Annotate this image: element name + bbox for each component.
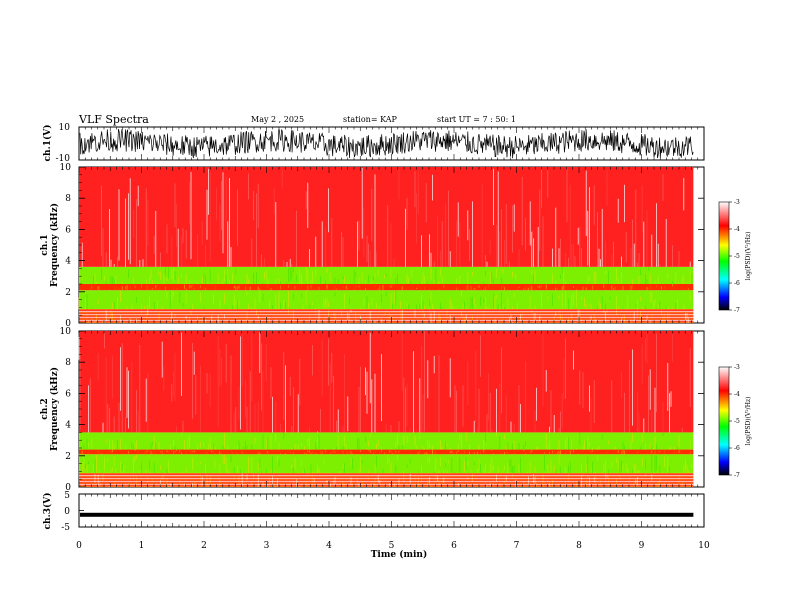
ch1-spec-band-1 [79,290,694,309]
start-time-label: start UT = 7 : 50: 1 [437,115,516,124]
ch3-waveform-trace [79,493,694,528]
cb2ticks-label-0: -3 [734,364,740,371]
ch2-spec-band-2-texture [88,449,685,455]
ch2-spec-band-4-texture [89,331,691,433]
ch1-spec-band-3-texture [93,266,693,284]
ch2-spectrogram-ylabel-freq: Frequency (kHz) [49,367,60,451]
ch3-ytick-top: 5 [64,491,70,501]
ch1-spec-ytick-label-1: 2 [65,288,71,298]
ch1-spec-band-4-texture [101,167,689,267]
ch2-spec-ytick-label-0: 0 [65,483,71,493]
ch1-spectrogram-panel: 0 2 4 6 8 10 ch.1 Frequency (kHz) [40,163,705,329]
ch1-waveform-trace [79,128,694,159]
ch1-spectrogram-ylabel-ch: ch.1 [40,234,50,255]
ch1-spectrogram-image [78,167,694,323]
ch1-spec-ytick-label-2: 4 [65,257,71,267]
ch2-spec-band-3 [79,432,694,450]
xtick-label-8: 8 [576,541,582,551]
ch1-spec-band-2 [79,284,694,291]
figure-title: VLF Spectra [78,113,149,126]
time-axis: 0 1 2 3 4 5 6 7 8 9 10 [76,127,710,551]
cb1ticks-label-0: -3 [734,199,740,206]
cb1ticks-label-4: -7 [734,307,740,314]
ch2-spectrogram-ylabel-ch: ch.2 [40,398,50,419]
ch1-spec-ytick-label-4: 8 [65,194,71,204]
ch1-ytick-bottom: -10 [56,154,71,164]
ch2-spec-band-1-texture [85,454,670,473]
ch1-spec-ytick-label-0: 0 [65,319,71,329]
cb2ticks-label-3: -6 [734,445,740,452]
xtick-label-10: 10 [698,541,710,551]
ch1-spec-band-1-texture [86,290,677,309]
ch2-spec-band-4 [79,331,694,433]
ch1-ytick-top: 10 [59,123,71,133]
xtick-label-6: 6 [451,541,457,551]
cb2ticks-label-4: -7 [734,472,740,479]
ch2-spec-band-3-texture [88,432,691,450]
ch1-spec-band-2-texture [89,284,693,291]
ch2-spec-ytick-label-1: 2 [65,452,71,462]
ch2-spec-band-4-texture [80,331,673,433]
ch1-spec-ytick-label-3: 6 [65,225,71,235]
xtick-label-9: 9 [639,541,645,551]
ch1-spec-band-2-texture [96,284,678,291]
ch2-spectrogram-panel: 0 2 4 6 8 10 ch.2 Frequency (kHz) [40,327,705,493]
cb1ticks-label-2: -5 [734,253,740,260]
ch2-spec-band-2-texture [78,449,680,455]
ch1-waveform-line [79,128,694,159]
ch1-waveform-ylabel: ch.1(V) [42,125,53,162]
ch2-spec-band-1-texture [83,454,693,473]
xtick-label-2: 2 [201,541,207,551]
ch3-ytick-mid: 0 [64,507,70,517]
ch2-spec-ytick-label-3: 6 [65,389,71,399]
ch3-waveform-ylabel: ch.3(V) [42,493,53,530]
ch2-spec-band-4-texture [78,332,672,433]
ch2-spec-band-2-texture [110,449,691,455]
xtick-label-5: 5 [389,541,395,551]
ch1-spec-band-4-texture [81,168,691,267]
cb1ticks-label-3: -6 [734,280,740,287]
ch1-spec-band-4-texture [133,169,661,267]
ch2-spec-band-2 [79,449,694,455]
ch1-spectrogram-ylabel-freq: Frequency (kHz) [49,203,60,287]
colorbar-ch2-label: log(PSD)(V²/Hz) [745,397,752,446]
cb2ticks-label-1: -4 [734,391,740,398]
ch2-spec-band-1-texture [81,454,689,473]
ch1-spec-ytick-label-5: 10 [60,163,72,173]
ch3-ytick-bottom: -5 [61,523,70,533]
xtick-label-1: 1 [139,541,145,551]
cb1ticks-label-1: -4 [734,226,740,233]
ch2-spec-band-1 [79,454,694,473]
ch2-spec-band-3-texture [81,432,680,450]
date-label: May 2 , 2025 [251,115,304,124]
xtick-label-0: 0 [76,541,82,551]
xtick-label-7: 7 [514,541,520,551]
station-label: station= KAP [343,115,398,124]
ch1-spec-band-3-texture [81,267,691,284]
ch2-spec-ytick-label-5: 10 [60,327,72,337]
ch2-spectrogram-image [78,331,694,487]
colorbar-ch2: -3 -4 -5 -6 -7 log(PSD)(V²/Hz) [718,364,752,479]
ch1-spec-band-2-texture [91,284,689,291]
ch1-spec-band-3-texture [85,267,685,284]
ch2-spec-band-3-texture [83,432,693,450]
xtick-label-4: 4 [326,541,332,551]
ch2-spec-ytick-label-4: 8 [65,358,71,368]
colorbar-ch1: -3 -4 -5 -6 -7 log(PSD)(V²/Hz) [718,199,752,314]
ch1-spec-band-4 [79,167,694,267]
cb2ticks-label-2: -5 [734,418,740,425]
time-axis-label: Time (min) [371,549,428,560]
ch2-spec-ytick-label-2: 4 [65,421,71,431]
colorbar-ch1-label: log(PSD)(V²/Hz) [745,232,752,281]
ch1-spec-band-1-texture [85,290,691,309]
ch1-spec-band-1-texture [78,290,678,309]
ch3-waveform-line [80,512,694,517]
xtick-label-3: 3 [264,541,270,551]
